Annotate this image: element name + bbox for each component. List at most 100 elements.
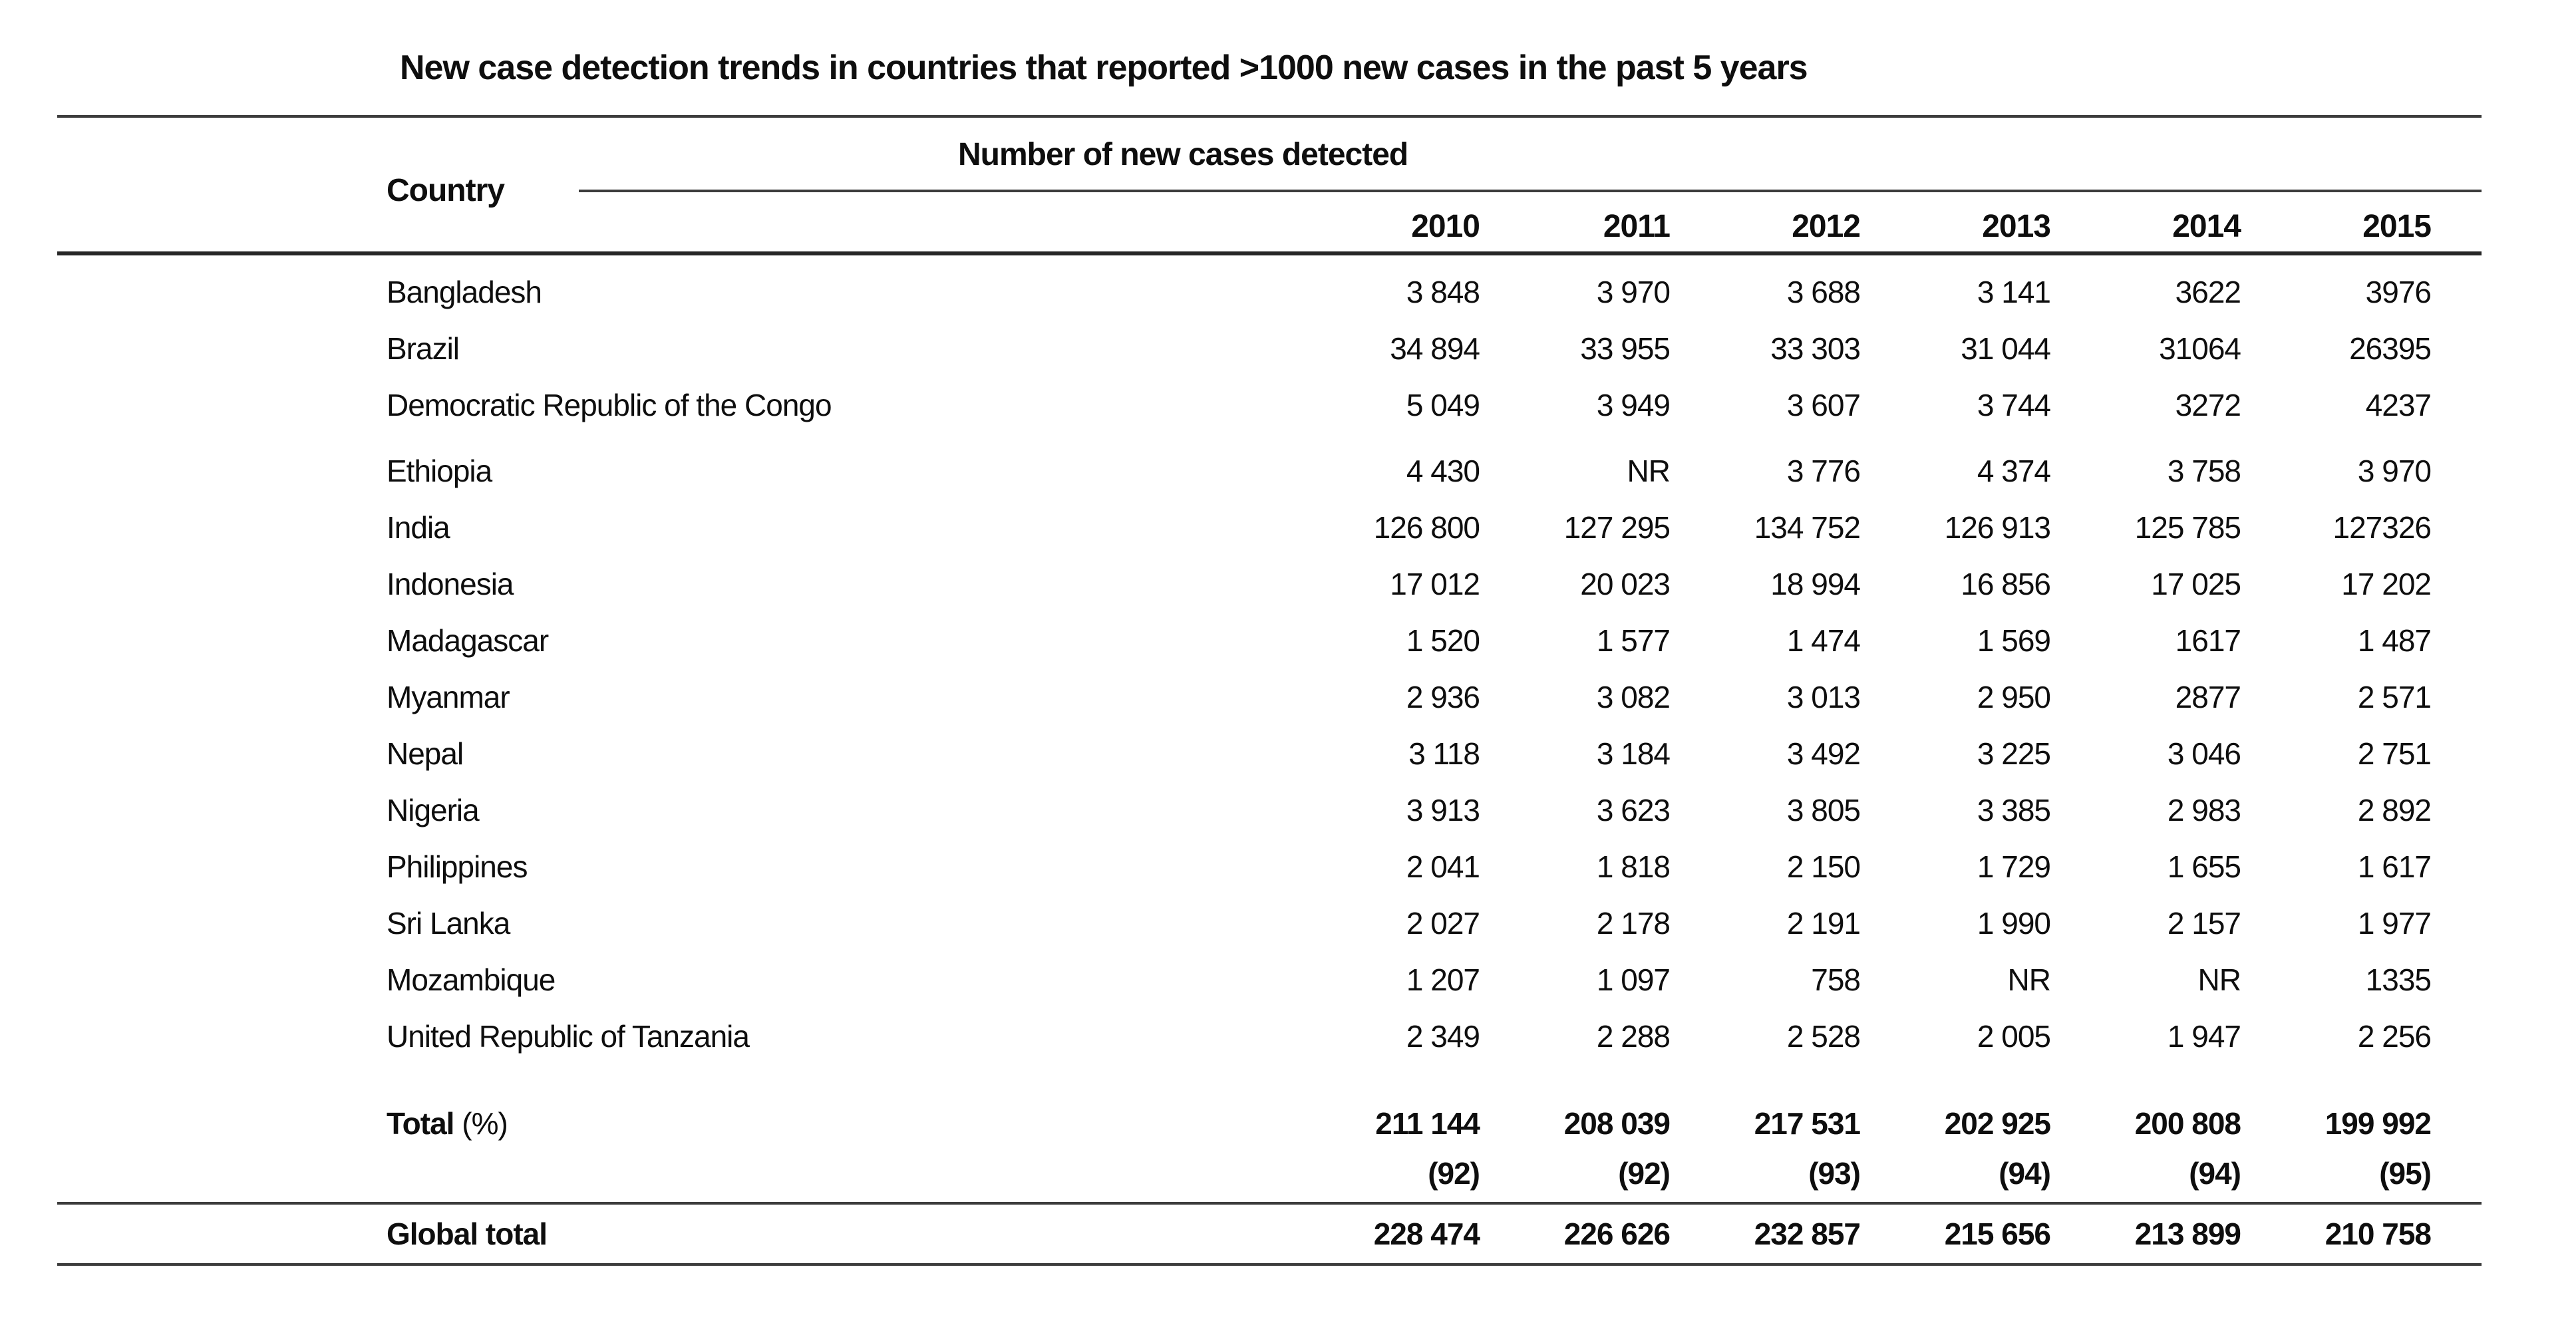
- total-label-suffix: (%): [454, 1105, 508, 1141]
- pre-global-rule: [57, 1202, 2482, 1205]
- table-row: Ethiopia 4 430 NR 3 776 4 374 3 758 3 97…: [57, 442, 2432, 499]
- value-cell: 1 577: [1596, 623, 1671, 658]
- value-cell: 2 178: [1596, 905, 1671, 941]
- country-cell: India: [387, 510, 450, 545]
- value-cell: 2 349: [1406, 1018, 1480, 1054]
- percent-cell: (92): [1618, 1156, 1671, 1191]
- value-cell: 2 528: [1786, 1018, 1861, 1054]
- value-cell: 1 947: [2167, 1018, 2241, 1054]
- value-cell: 3 758: [2167, 453, 2241, 488]
- value-cell: 4 430: [1406, 453, 1480, 488]
- total-cell: 202 925: [1944, 1105, 2051, 1141]
- country-cell: Ethiopia: [387, 453, 492, 488]
- year-header: 2015: [2362, 209, 2432, 244]
- value-cell: 1335: [2365, 962, 2432, 997]
- value-cell: 3 385: [1977, 792, 2051, 827]
- country-cell: Philippines: [387, 849, 528, 884]
- value-cell: 126 913: [1944, 510, 2051, 545]
- value-cell: 31064: [2159, 331, 2241, 366]
- table-row: United Republic of Tanzania 2 349 2 288 …: [57, 1008, 2432, 1064]
- value-cell: 4237: [2365, 387, 2432, 422]
- value-cell: 1 729: [1977, 849, 2051, 884]
- table-row: India 126 800 127 295 134 752 126 913 12…: [57, 499, 2432, 555]
- country-cell: United Republic of Tanzania: [387, 1018, 750, 1054]
- value-cell: 1617: [2175, 623, 2241, 658]
- value-cell: 3 184: [1596, 736, 1671, 771]
- data-table: Country Number of new cases detected 201…: [57, 115, 2482, 1266]
- total-label-cell: Total (%): [57, 1105, 1289, 1141]
- value-cell: 2 571: [2357, 679, 2432, 714]
- table-row: Mozambique 1 207 1 097 758 NR NR 1335: [57, 951, 2432, 1008]
- value-cell: 26395: [2349, 331, 2432, 366]
- country-column-header: Country: [387, 173, 505, 208]
- table-row: Myanmar 2 936 3 082 3 013 2 950 2877 2 5…: [57, 668, 2432, 725]
- header-sub-rule: [579, 190, 2482, 192]
- country-cell: Madagascar: [387, 623, 549, 658]
- year-header: 2011: [1603, 209, 1671, 244]
- country-cell: Mozambique: [387, 962, 556, 997]
- value-cell: 2 751: [2357, 736, 2432, 771]
- table-body: Bangladesh 3 848 3 970 3 688 3 141 3622 …: [57, 255, 2482, 1064]
- value-cell: 5 049: [1406, 387, 1480, 422]
- value-cell: 3 013: [1786, 679, 1861, 714]
- value-cell: 3 082: [1596, 679, 1671, 714]
- table-row: Sri Lanka 2 027 2 178 2 191 1 990 2 157 …: [57, 895, 2432, 951]
- global-total-cell: 213 899: [2134, 1217, 2241, 1251]
- table-row: Brazil 34 894 33 955 33 303 31 044 31064…: [57, 320, 2432, 376]
- value-cell: 2 892: [2357, 792, 2432, 827]
- value-cell: 3 141: [1977, 274, 2051, 309]
- value-cell: 31 044: [1961, 331, 2051, 366]
- country-cell: Myanmar: [387, 679, 510, 714]
- percent-cell: (94): [1999, 1156, 2051, 1191]
- percent-cell: (92): [1428, 1156, 1480, 1191]
- country-cell: Indonesia: [387, 566, 514, 601]
- value-cell: 34 894: [1390, 331, 1480, 366]
- year-header: 2012: [1792, 209, 1861, 244]
- value-cell: 17 012: [1390, 566, 1480, 601]
- total-cell: 200 808: [2134, 1105, 2241, 1141]
- year-header-row: 2010 2011 2012 2013 2014 2015: [57, 208, 2432, 245]
- value-cell: 3 970: [2357, 453, 2432, 488]
- global-total-label: Global total: [387, 1217, 548, 1251]
- country-cell: Democratic Republic of the Congo: [387, 387, 832, 422]
- table-row: Indonesia 17 012 20 023 18 994 16 856 17…: [57, 555, 2432, 612]
- percent-cell: (93): [1808, 1156, 1861, 1191]
- global-total-cell: 232 857: [1754, 1217, 1861, 1251]
- table-title: New case detection trends in countries t…: [400, 49, 1808, 87]
- value-cell: 1 977: [2357, 905, 2432, 941]
- value-cell: 3 046: [2167, 736, 2241, 771]
- value-cell: 33 955: [1580, 331, 1671, 366]
- value-cell: 3 805: [1786, 792, 1861, 827]
- value-cell: 2 005: [1977, 1018, 2051, 1054]
- value-cell: 126 800: [1373, 510, 1480, 545]
- value-cell: 18 994: [1770, 566, 1861, 601]
- value-cell: 3 225: [1977, 736, 2051, 771]
- value-cell: 3 118: [1408, 736, 1480, 771]
- bottom-rule: [57, 1263, 2482, 1266]
- value-cell: 1 207: [1406, 962, 1480, 997]
- table-row: Madagascar 1 520 1 577 1 474 1 569 1617 …: [57, 612, 2432, 668]
- value-cell: 3 688: [1786, 274, 1861, 309]
- year-header: 2013: [1982, 209, 2051, 244]
- percent-cell: (95): [2379, 1156, 2432, 1191]
- percent-cell: (94): [2189, 1156, 2241, 1191]
- value-cell: 16 856: [1961, 566, 2051, 601]
- value-cell: NR: [2007, 962, 2051, 997]
- value-cell: 3 776: [1786, 453, 1861, 488]
- global-total-row: Global total 228 474 226 626 232 857 215…: [57, 1205, 2432, 1263]
- global-total-cell: 210 758: [2325, 1217, 2432, 1251]
- value-cell: 2 157: [2167, 905, 2241, 941]
- value-cell: 1 569: [1977, 623, 2051, 658]
- total-cell: 208 039: [1563, 1105, 1671, 1141]
- value-cell: 1 617: [2357, 849, 2432, 884]
- top-rule: [57, 115, 2482, 118]
- global-total-cell: 228 474: [1373, 1217, 1480, 1251]
- value-cell: 134 752: [1754, 510, 1861, 545]
- country-cell: Nigeria: [387, 792, 480, 827]
- table-row: Bangladesh 3 848 3 970 3 688 3 141 3622 …: [57, 263, 2432, 320]
- value-cell: 1 474: [1786, 623, 1861, 658]
- percent-row: (92) (92) (93) (94) (94) (95): [57, 1151, 2432, 1195]
- value-cell: 1 655: [2167, 849, 2241, 884]
- value-cell: 2 950: [1977, 679, 2051, 714]
- value-cell: 2 256: [2357, 1018, 2432, 1054]
